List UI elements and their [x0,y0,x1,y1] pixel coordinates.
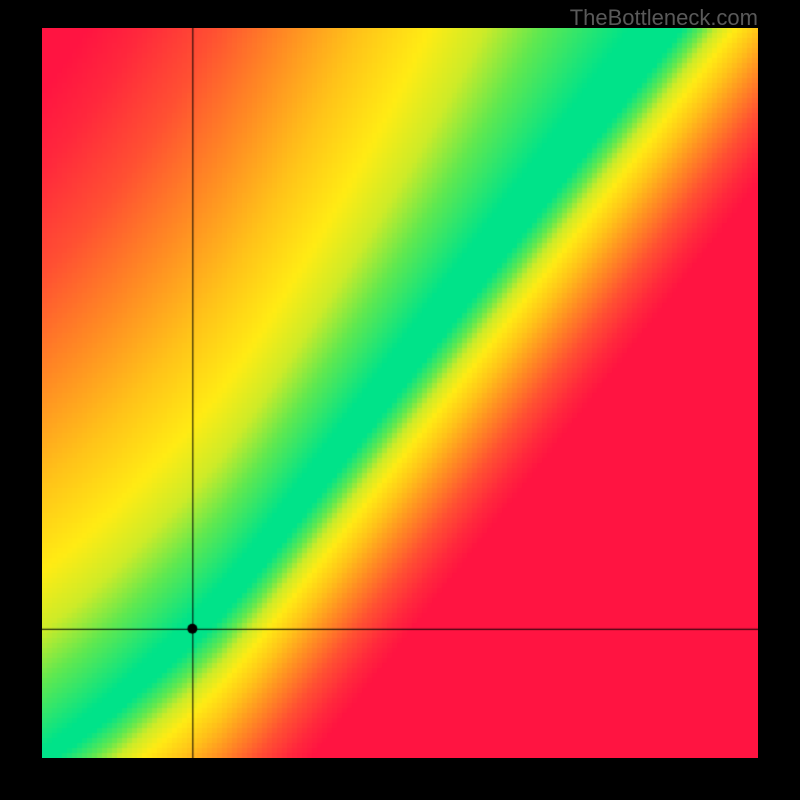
watermark-text: TheBottleneck.com [570,5,758,31]
heatmap-plot [42,28,758,758]
chart-frame: TheBottleneck.com [0,0,800,800]
heatmap-canvas [42,28,758,758]
